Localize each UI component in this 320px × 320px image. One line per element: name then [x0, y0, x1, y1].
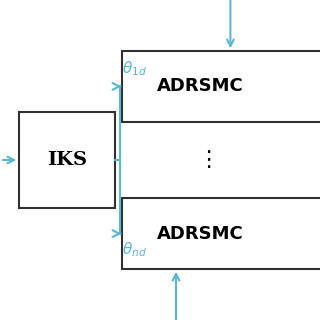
Bar: [122, 198, 320, 269]
Bar: [122, 51, 320, 122]
Bar: [19, 112, 115, 208]
Text: ADRSMC: ADRSMC: [157, 225, 244, 243]
Text: ADRSMC: ADRSMC: [157, 77, 244, 95]
Text: ⋮: ⋮: [197, 150, 219, 170]
Text: $\theta_{1d}$: $\theta_{1d}$: [122, 60, 147, 78]
Text: IKS: IKS: [47, 151, 87, 169]
Text: $\theta_{nd}$: $\theta_{nd}$: [122, 240, 147, 259]
